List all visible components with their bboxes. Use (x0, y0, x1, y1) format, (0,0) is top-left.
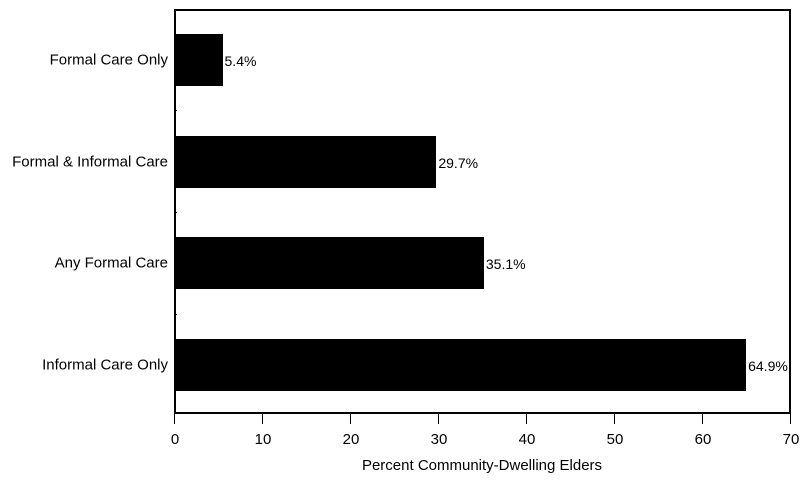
x-tick (614, 414, 615, 424)
bar (175, 339, 747, 391)
x-tick-label: 10 (254, 431, 272, 448)
x-tick-label: 70 (782, 431, 800, 448)
x-tick (702, 414, 703, 424)
x-tick-label: 60 (694, 431, 712, 448)
x-tick-label: 50 (606, 431, 624, 448)
y-tick (174, 212, 177, 213)
x-tick-label: 0 (170, 431, 180, 448)
category-label: Any Formal Care (54, 254, 168, 272)
x-axis-label: Percent Community-Dwelling Elders (361, 457, 603, 474)
value-label: 5.4% (224, 53, 257, 69)
x-tick (790, 414, 791, 424)
category-label: Informal Care Only (42, 356, 168, 374)
x-tick (438, 414, 439, 424)
value-label: 35.1% (485, 256, 526, 272)
value-label: 29.7% (438, 155, 479, 171)
category-label: Formal & Informal Care (12, 153, 168, 171)
value-label: 64.9% (748, 358, 788, 374)
x-tick-label: 20 (342, 431, 360, 448)
bar (175, 136, 437, 188)
plot-frame (174, 9, 791, 414)
y-tick (174, 314, 177, 315)
x-tick (350, 414, 351, 424)
x-tick-label: 40 (518, 431, 536, 448)
bar (175, 237, 484, 289)
x-tick (174, 414, 175, 424)
x-tick-label: 30 (430, 431, 448, 448)
x-tick (262, 414, 263, 424)
y-tick (174, 110, 177, 111)
x-tick (526, 414, 527, 424)
category-label: Formal Care Only (49, 51, 168, 69)
bar (175, 34, 223, 86)
